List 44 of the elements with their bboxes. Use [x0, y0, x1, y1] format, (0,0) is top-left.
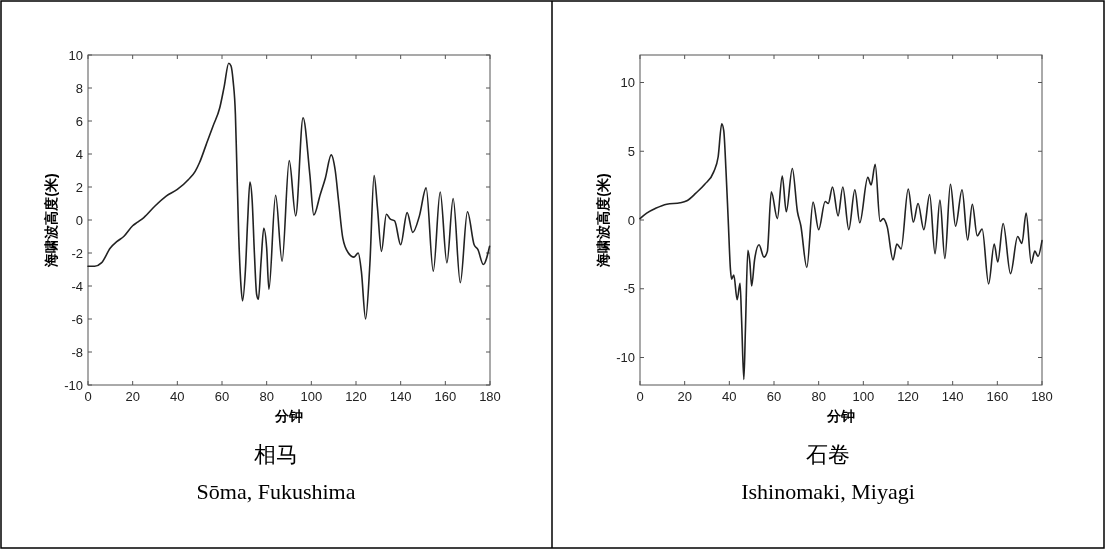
y-tick-label: -5 [623, 281, 635, 297]
x-tick-label: 40 [170, 389, 185, 404]
x-axis-title: 分钟 [274, 408, 303, 424]
y-tick-label: 10 [68, 47, 83, 63]
y-tick-label: -4 [71, 278, 83, 294]
x-tick-label: 60 [766, 389, 782, 404]
y-tick-label: 6 [75, 113, 83, 129]
text: Ishinomaki, Miyagi [741, 479, 915, 504]
x-tick-label: 180 [1031, 389, 1053, 404]
y-tick-label: 5 [627, 143, 635, 159]
x-axis-title: 分钟 [826, 408, 855, 424]
x-tick-label: 120 [897, 389, 919, 404]
x-tick-label: 180 [479, 389, 501, 404]
x-tick-label: 40 [722, 389, 737, 404]
x-tick-label: 60 [214, 389, 230, 404]
y-tick-label: -10 [64, 377, 83, 393]
x-tick-label: 160 [986, 389, 1009, 404]
y-tick-label: 0 [75, 212, 83, 228]
x-tick-label: 120 [345, 389, 367, 404]
y-tick-label: 4 [75, 146, 83, 162]
x-tick-label: 100 [300, 389, 323, 404]
line-series [87, 62, 491, 320]
y-tick-label: 10 [620, 75, 635, 90]
x-tick-label: 20 [125, 389, 140, 404]
y-tick-label: -2 [71, 245, 83, 261]
text: 相马 [254, 442, 298, 467]
text: Sōma, Fukushima [196, 479, 356, 504]
y-tick-label: 0 [627, 212, 635, 228]
x-tick-label: 140 [941, 389, 964, 404]
line-series [639, 122, 1043, 381]
y-axis-title: 海啸波高度(米) [43, 173, 59, 268]
x-tick-label: 80 [811, 389, 826, 404]
x-tick-label: 100 [852, 389, 875, 404]
y-tick-label: 2 [75, 179, 83, 195]
x-tick-label: 20 [677, 389, 692, 404]
y-tick-label: -8 [71, 344, 83, 360]
x-tick-label: 160 [434, 389, 457, 404]
x-tick-label: 80 [259, 389, 274, 404]
y-axis-title: 海啸波高度(米) [595, 173, 611, 268]
x-tick-label: 140 [389, 389, 412, 404]
text: 石卷 [806, 442, 850, 467]
y-tick-label: -10 [616, 350, 635, 365]
y-tick-label: -6 [71, 311, 83, 327]
y-tick-label: 8 [75, 80, 83, 96]
